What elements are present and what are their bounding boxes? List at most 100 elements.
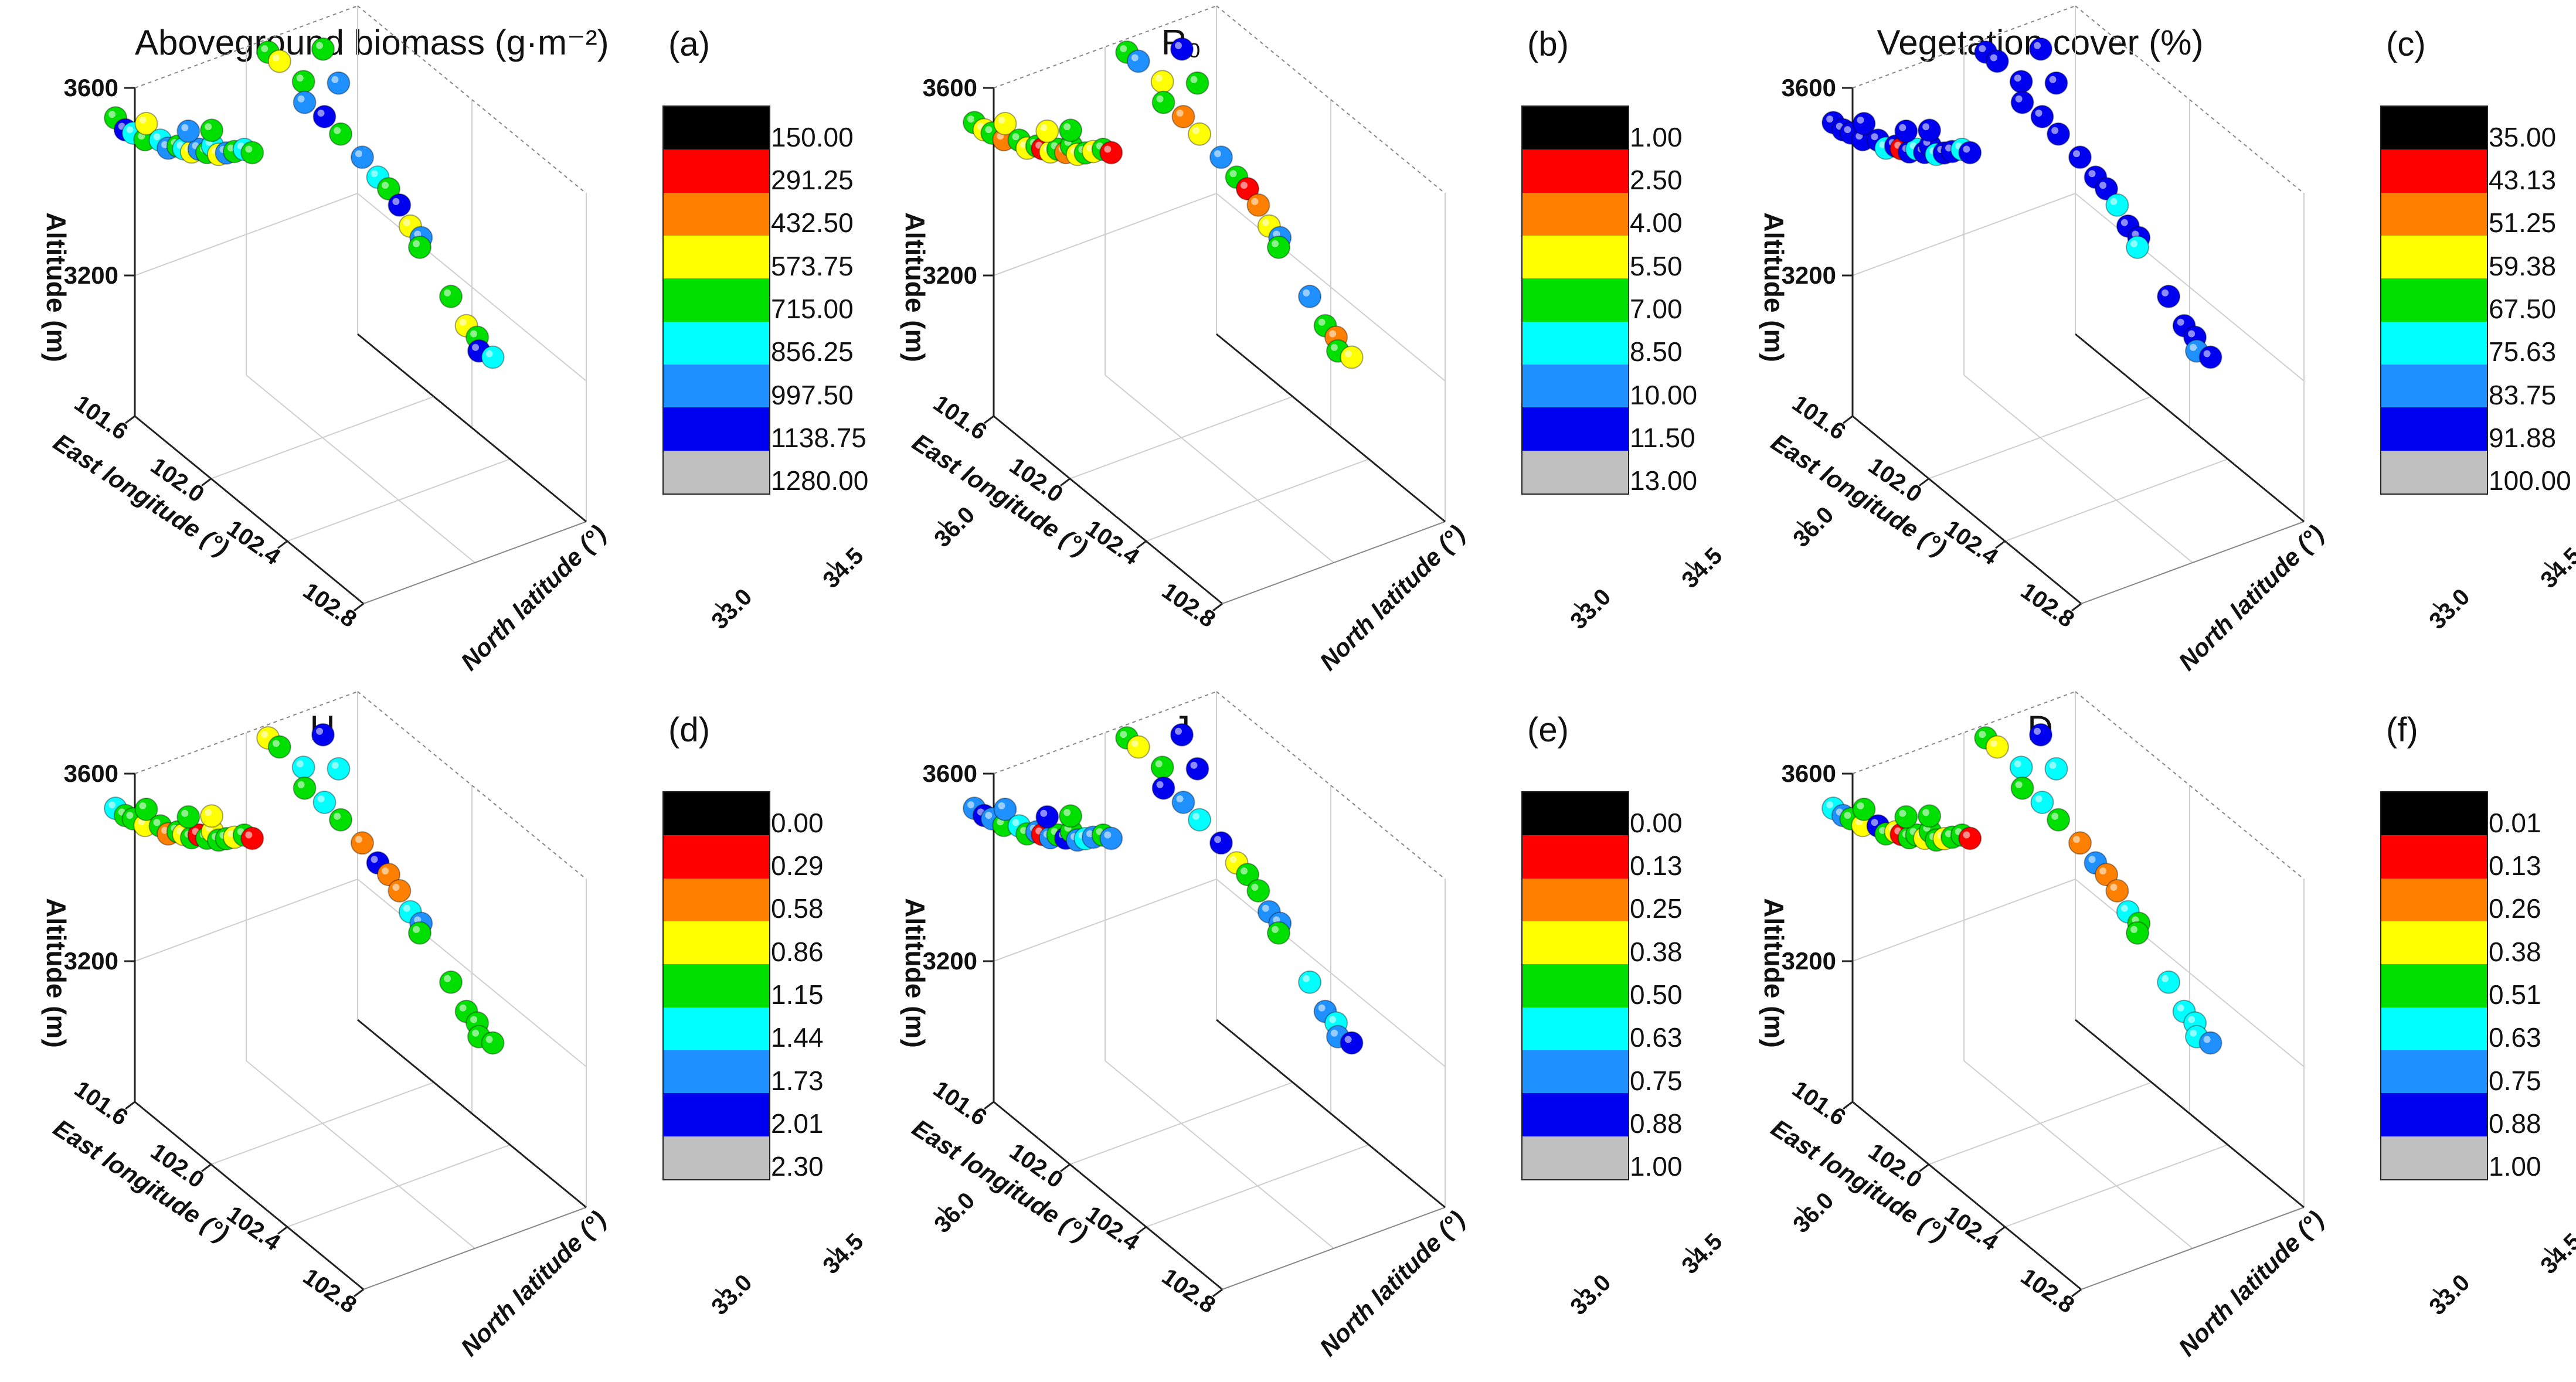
color-legend [1521, 105, 1629, 495]
data-point [2198, 345, 2222, 369]
data-point [291, 755, 315, 779]
data-point-highlight [272, 54, 280, 62]
box-edge [1222, 1207, 1446, 1290]
data-point-highlight [470, 1016, 478, 1023]
legend-label: 0.01 [2489, 807, 2541, 838]
legend-swatch [2381, 1093, 2487, 1136]
data-point-highlight [1857, 116, 1864, 124]
panel-tag: (f) [2386, 711, 2418, 749]
data-point [1246, 193, 1270, 217]
y-axis-line [2075, 333, 2305, 523]
legend-label: 2.01 [771, 1108, 824, 1139]
box-edge [357, 5, 587, 194]
data-point-highlight [2099, 867, 2106, 875]
box-edge [1216, 691, 1446, 880]
x-axis-title: East longitude (°) [1766, 1114, 1952, 1247]
legend-label: 0.38 [2489, 936, 2541, 967]
data-point-highlight [1879, 141, 1886, 148]
data-point [1185, 757, 1209, 781]
data-point-highlight [227, 830, 235, 838]
data-point [1171, 791, 1195, 814]
data-point [1918, 804, 1942, 828]
data-point [351, 145, 374, 169]
data-point-highlight [1214, 836, 1221, 843]
data-point [1918, 118, 1942, 142]
legend-label: 4.00 [1630, 207, 1683, 239]
legend-swatch [664, 278, 769, 322]
legend-label: 150.00 [771, 121, 854, 152]
z-axis-title: Altitude (m) [900, 898, 930, 1048]
y-axis-title: North latitude (°) [1314, 520, 1470, 676]
data-point [351, 831, 374, 855]
x-axis-title: East longitude (°) [908, 428, 1093, 561]
z-tick-label: 3200 [923, 261, 977, 289]
legend-swatch [664, 236, 769, 279]
data-point [2010, 776, 2034, 800]
data-point-highlight [1214, 150, 1221, 158]
data-point [1958, 141, 1982, 165]
data-point-highlight [1329, 1016, 1337, 1023]
legend-label: 0.88 [2489, 1108, 2541, 1139]
legend-swatch [1523, 1093, 1628, 1136]
legend-label: 0.13 [1630, 850, 1683, 881]
y-tick [715, 603, 725, 612]
data-point [1035, 119, 1059, 143]
legend-swatch [1523, 964, 1628, 1007]
data-point-highlight [2188, 1016, 2196, 1023]
data-point-highlight [2110, 883, 2118, 891]
data-point-highlight [2190, 343, 2197, 351]
data-point-highlight [1963, 831, 1970, 839]
data-point-highlight [414, 230, 422, 238]
data-point [2157, 284, 2181, 308]
data-point-highlight [2051, 812, 2059, 820]
data-point-highlight [1192, 127, 1200, 134]
legend-label: 91.88 [2489, 423, 2557, 453]
z-axis-title: Altitude (m) [41, 898, 72, 1048]
data-point-highlight [1331, 1029, 1338, 1037]
legend-swatch [2381, 365, 2487, 408]
y-tick [1685, 561, 1695, 571]
data-point-highlight [1020, 826, 1027, 834]
data-point [1340, 345, 1364, 369]
data-point-highlight [1963, 145, 1970, 153]
x-tick-label: 101.6 [929, 1076, 991, 1131]
data-point-highlight [161, 826, 168, 834]
data-point-highlight [1190, 761, 1198, 769]
y-tick [826, 1247, 837, 1257]
legend-swatch [1523, 1136, 1628, 1179]
data-point [2126, 921, 2149, 945]
box-edge [363, 521, 587, 604]
data-point-highlight [2049, 761, 2057, 769]
data-point-highlight [261, 45, 269, 52]
legend-swatch [664, 192, 769, 236]
data-point [2044, 757, 2068, 781]
data-point [2105, 879, 2129, 903]
y-tick [937, 520, 948, 530]
y-axis-line [357, 333, 587, 523]
legend-label: 432.50 [771, 207, 854, 239]
legend-swatch [2381, 321, 2487, 365]
legend-label: 10.00 [1630, 379, 1698, 410]
z-tick-label: 3200 [1782, 261, 1836, 289]
legend-label: 1.00 [1630, 1151, 1683, 1182]
data-point-highlight [459, 1004, 467, 1012]
legend-swatch [1523, 921, 1628, 965]
legend-label: 715.00 [771, 294, 854, 324]
x-tick [125, 1101, 135, 1110]
box-edge [2081, 1207, 2305, 1290]
data-point [1298, 970, 1322, 994]
data-point [1267, 921, 1290, 945]
x-tick [1843, 415, 1853, 424]
data-point-highlight [297, 781, 305, 788]
data-point-highlight [1120, 731, 1127, 738]
legend-swatch [1523, 878, 1628, 921]
data-point-highlight [1192, 812, 1200, 820]
y-tick-label: 34.5 [2536, 1228, 2576, 1279]
data-point [1151, 90, 1175, 114]
y-tick [826, 561, 837, 571]
data-point [240, 141, 264, 165]
x-tick-label: 101.6 [1787, 390, 1850, 445]
